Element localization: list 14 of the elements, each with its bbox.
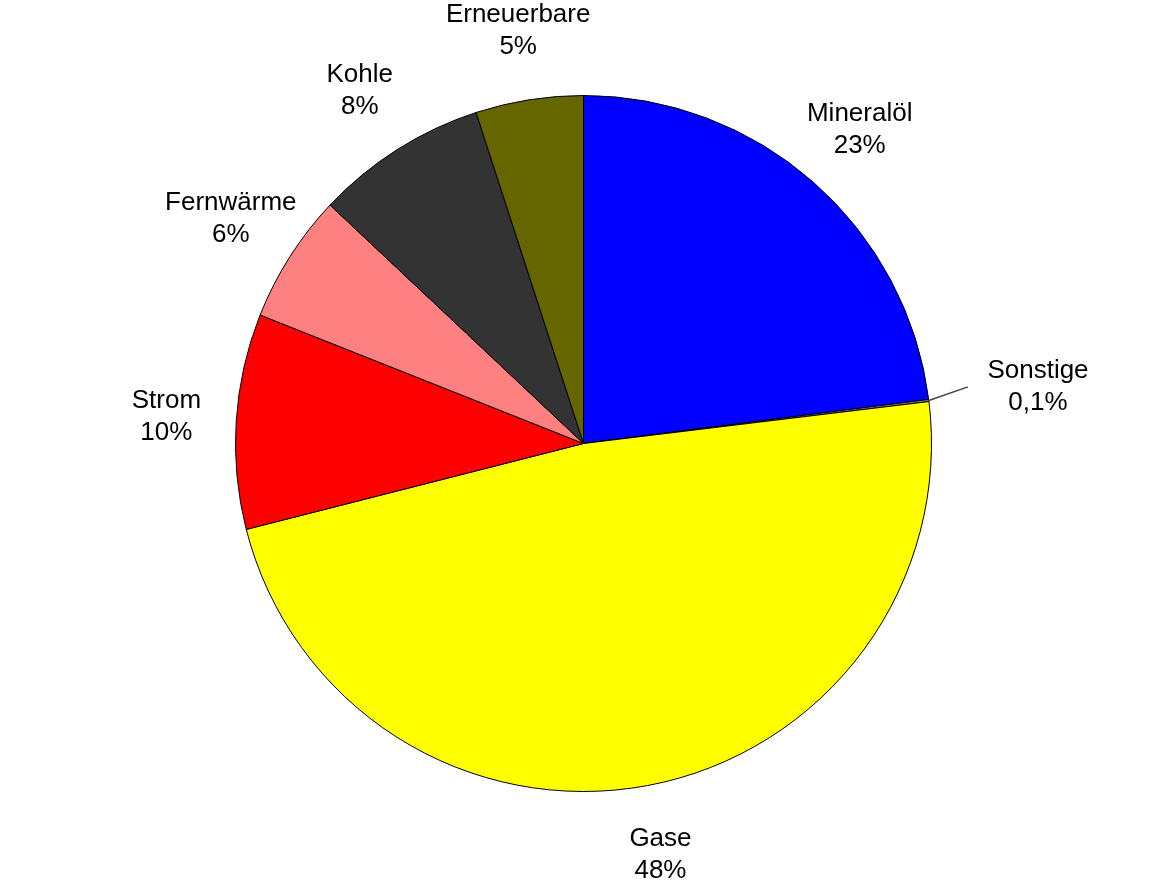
slice-label: Strom [131,383,202,414]
slice-label: Sonstige [987,354,1089,385]
data-label: 0,1% [1008,386,1068,417]
data-label: 23% [833,128,886,159]
slice-label: Gase [629,821,692,852]
slice-label: Erneuerbare [445,0,591,28]
slice-label: Fernwärme [165,186,297,217]
data-label: 8% [340,89,379,120]
slice-label: Mineralöl [806,96,913,127]
data-label: 6% [212,218,250,249]
data-label: 5% [499,29,537,60]
data-label: 10% [140,415,193,446]
data-label: 48% [634,853,687,884]
slice-label: Kohle [326,57,393,88]
